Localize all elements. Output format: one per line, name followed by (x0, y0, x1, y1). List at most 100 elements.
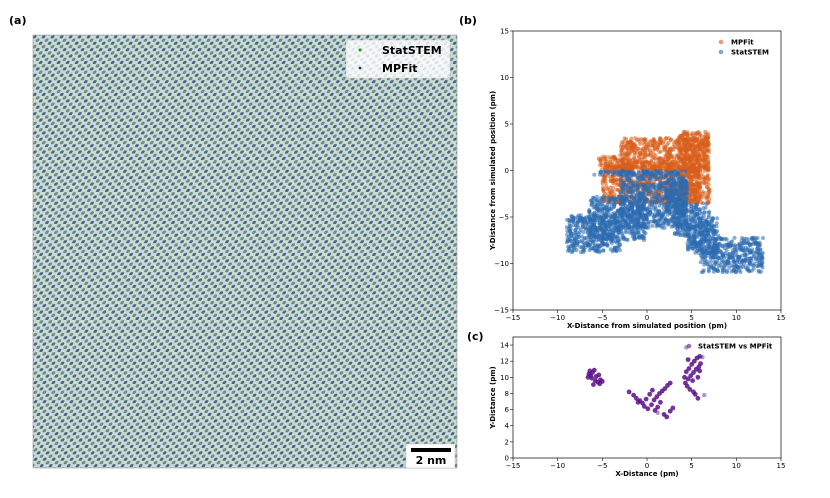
data-point (570, 242, 575, 247)
data-point (677, 179, 682, 184)
data-point (639, 234, 644, 239)
data-point (704, 196, 709, 201)
data-point (696, 182, 701, 187)
data-point (608, 215, 613, 220)
data-point (626, 160, 631, 165)
data-point (732, 235, 737, 240)
data-point (642, 189, 647, 193)
data-point (631, 237, 636, 242)
data-point (565, 236, 570, 241)
data-point (651, 215, 656, 220)
data-point (619, 200, 624, 205)
scale-bar-line (411, 448, 451, 452)
data-point (695, 234, 700, 239)
data-point (679, 183, 684, 188)
x-tick-label: 15 (777, 462, 786, 470)
data-point (578, 213, 583, 218)
data-point (737, 268, 741, 273)
data-point (669, 178, 674, 183)
y-tick-label: −15 (494, 307, 509, 315)
data-point (648, 167, 653, 172)
data-point (611, 156, 616, 161)
data-point (637, 200, 641, 204)
data-point (667, 171, 671, 176)
data-point (704, 202, 709, 207)
data-point (568, 235, 573, 239)
data-point (677, 145, 682, 150)
data-point (633, 395, 639, 401)
data-point (643, 396, 649, 402)
data-point (608, 179, 613, 183)
data-point (662, 386, 668, 391)
legend-label-mpfit: MPFit (382, 62, 418, 75)
data-point (705, 140, 710, 145)
data-point (641, 206, 646, 211)
data-point (659, 194, 664, 199)
data-point (619, 220, 624, 224)
data-point (566, 244, 571, 249)
data-point (658, 175, 663, 180)
data-point (617, 242, 622, 247)
data-point (657, 203, 662, 208)
data-point (610, 233, 615, 238)
data-point (715, 236, 720, 241)
data-point (627, 186, 632, 191)
data-point (700, 164, 705, 169)
data-point (752, 235, 757, 240)
data-point (669, 224, 674, 229)
legend-marker (686, 343, 692, 349)
data-point (686, 366, 692, 371)
data-point (618, 178, 623, 183)
data-point (603, 161, 608, 166)
data-point (631, 211, 636, 216)
data-point (654, 195, 659, 200)
data-point (683, 208, 688, 213)
scale-bar-label: 2 nm (416, 454, 447, 467)
data-point (684, 187, 689, 192)
x-tick-label: 0 (645, 462, 649, 470)
data-point (605, 164, 610, 169)
data-point (701, 206, 706, 211)
data-point (590, 232, 595, 236)
legend-marker-mpfit (358, 66, 362, 70)
scatter-points (585, 345, 707, 420)
data-point (751, 253, 756, 258)
data-point (625, 207, 630, 212)
chart-c: −15 −10 −5 0 5 10 15 0 2 4 6 8 10 12 14 X-Distance (pm)… (489, 336, 786, 478)
data-point (667, 187, 672, 192)
data-point (608, 185, 613, 190)
data-point (611, 201, 616, 205)
data-point (633, 172, 638, 177)
data-point (600, 211, 605, 215)
data-point (610, 249, 615, 254)
data-point (688, 373, 694, 379)
data-point (706, 268, 711, 273)
data-point (748, 256, 753, 261)
data-point (670, 170, 674, 175)
data-point (687, 160, 692, 165)
data-point (634, 222, 639, 227)
data-point (628, 201, 633, 206)
data-point (596, 246, 601, 251)
data-point (761, 236, 765, 240)
data-point (677, 208, 682, 213)
data-point (672, 199, 677, 204)
data-point (716, 263, 721, 268)
data-point (706, 161, 710, 166)
data-point (597, 381, 603, 387)
data-point (690, 378, 695, 383)
data-point (702, 210, 707, 215)
data-point (657, 208, 662, 213)
data-point (714, 250, 719, 255)
data-point (591, 382, 596, 387)
data-point (706, 193, 711, 198)
data-point (565, 217, 570, 222)
data-point (634, 165, 639, 170)
data-point (597, 250, 602, 255)
data-point (743, 265, 748, 270)
data-point (697, 354, 703, 359)
data-point (604, 204, 608, 209)
data-point (661, 206, 666, 211)
data-point (735, 264, 740, 269)
data-point (601, 242, 606, 247)
